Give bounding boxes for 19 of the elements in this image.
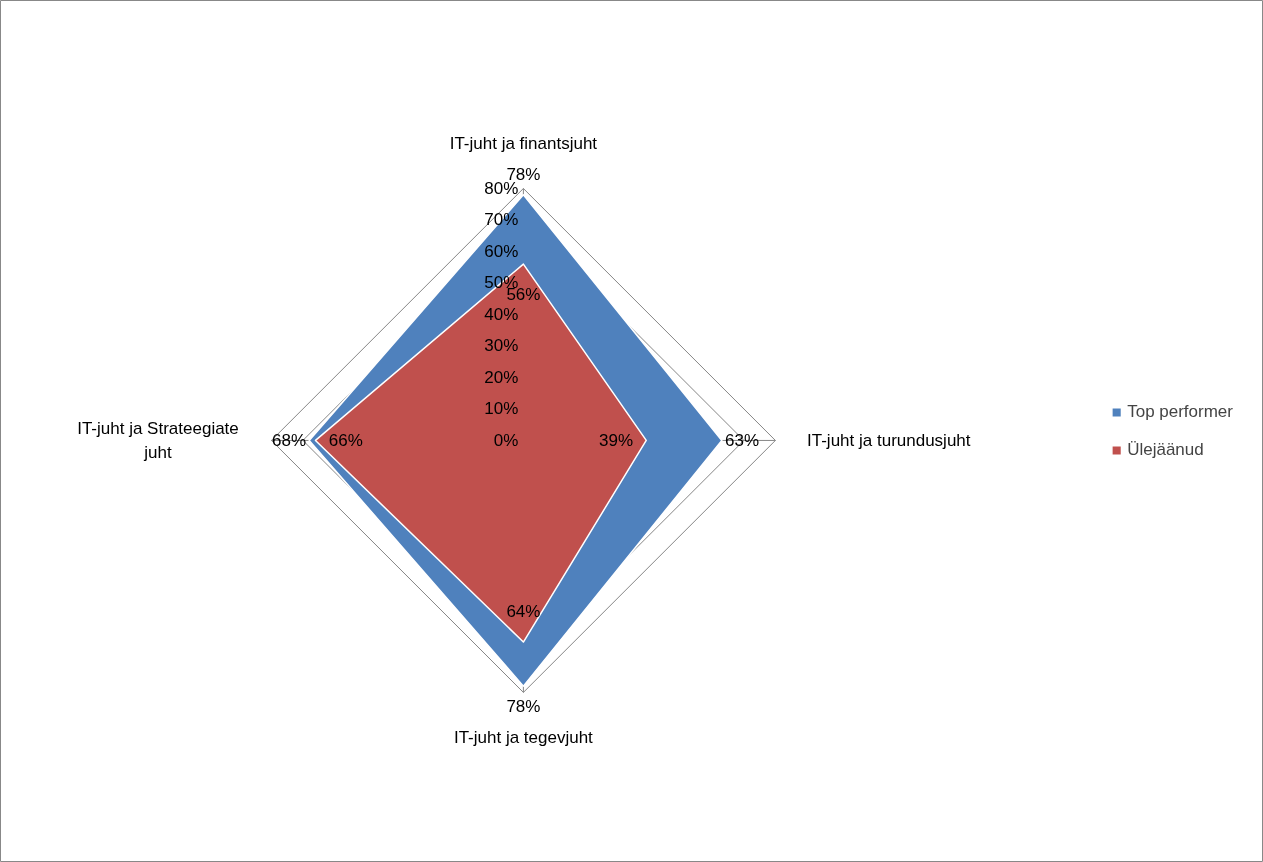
y-tick-label: 70% bbox=[484, 210, 519, 230]
y-tick-label: 0% bbox=[493, 430, 519, 450]
data-label: 78% bbox=[506, 696, 541, 716]
legend-label: Top performer bbox=[1127, 402, 1233, 422]
spoke-label: IT-juht ja tegevjuht bbox=[453, 727, 594, 747]
y-tick-label: 30% bbox=[484, 336, 519, 356]
data-label: 66% bbox=[328, 430, 363, 450]
y-tick-label: 40% bbox=[484, 304, 519, 324]
spoke-label: IT-juht ja finantsjuht bbox=[449, 134, 598, 154]
y-tick-label: 10% bbox=[484, 399, 519, 419]
data-label: 39% bbox=[598, 430, 634, 450]
data-label: 63% bbox=[724, 430, 760, 450]
spoke-label: IT-juht ja Strateegiate juht bbox=[77, 418, 239, 463]
legend-label: Ülejäänud bbox=[1127, 440, 1204, 460]
spoke-label: IT-juht ja turundusjuht bbox=[807, 430, 971, 450]
y-tick-label: 60% bbox=[484, 241, 519, 261]
data-label: 68% bbox=[272, 430, 307, 450]
data-label: 64% bbox=[506, 602, 541, 622]
y-tick-label: 20% bbox=[484, 367, 519, 387]
